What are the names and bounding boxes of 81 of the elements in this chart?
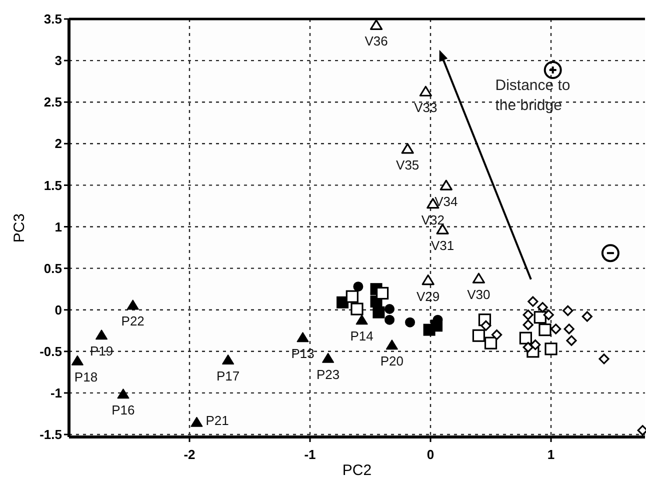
point [126, 300, 139, 310]
x-axis-title: PC2 [342, 462, 372, 479]
point [372, 306, 385, 318]
point [480, 320, 492, 331]
point [384, 314, 395, 325]
annotation: P14 [350, 328, 374, 344]
point [401, 143, 414, 154]
point [222, 354, 234, 365]
point [96, 330, 108, 340]
point [370, 19, 383, 30]
point [384, 304, 395, 314]
point [436, 224, 449, 234]
annotation: V35 [396, 157, 420, 172]
point [386, 340, 398, 350]
y-tick-label: 2 [54, 136, 62, 152]
y-axis-title: PC3 [11, 213, 28, 243]
y-tick-label: 0.5 [44, 260, 62, 276]
point [534, 311, 546, 324]
x-tick-label: -2 [184, 447, 196, 462]
point [484, 336, 498, 350]
annotation: P17 [216, 368, 240, 384]
y-tick-label: 3 [54, 53, 62, 68]
y-tick-label: 0 [54, 302, 62, 318]
point [405, 317, 416, 328]
annotation: P19 [90, 344, 114, 359]
annotation: V36 [364, 34, 388, 49]
point [71, 355, 84, 366]
annotation: P22 [121, 314, 144, 329]
x-tick-label: 1 [547, 447, 555, 462]
point [564, 324, 574, 334]
point [422, 274, 434, 286]
annotation: P18 [74, 369, 98, 384]
point [519, 332, 532, 344]
y-tick-label: -0.5 [40, 344, 62, 359]
y-tick-label: 3.5 [44, 12, 62, 27]
point [582, 311, 592, 322]
annotation: P23 [316, 366, 340, 382]
y-tick-label: -1.5 [40, 427, 62, 442]
annotation: P20 [380, 354, 404, 369]
point [440, 180, 452, 190]
point [522, 342, 534, 353]
annotation: V33 [414, 100, 438, 116]
y-tick-label: -1 [50, 386, 62, 401]
y-tick-label: 1.5 [44, 178, 62, 193]
point [346, 290, 358, 303]
annotation: P13 [291, 346, 314, 362]
x-tick-label: -1 [304, 447, 316, 462]
point [562, 305, 574, 316]
annotation: P16 [112, 402, 135, 418]
point [522, 310, 534, 320]
annotation: V32 [421, 212, 444, 228]
point [419, 86, 432, 96]
point [598, 354, 610, 364]
point [356, 314, 368, 325]
point [190, 416, 203, 427]
point [530, 339, 541, 350]
point [322, 352, 334, 363]
annotation: V29 [416, 288, 440, 304]
point [544, 342, 558, 356]
point [543, 310, 554, 320]
point [537, 302, 548, 313]
point [522, 320, 534, 330]
y-tick-label: 2.5 [44, 94, 62, 110]
point [491, 329, 502, 340]
annotation: V34 [434, 194, 458, 210]
point [353, 282, 364, 292]
point [350, 302, 364, 316]
point [550, 324, 562, 334]
x-tick-label: 0 [426, 447, 434, 462]
point [538, 324, 552, 336]
point [117, 388, 130, 399]
point [472, 272, 486, 284]
y-tick-label: 1 [54, 219, 62, 234]
point [296, 332, 309, 342]
point [376, 286, 389, 300]
annotation: V31 [430, 238, 454, 254]
point [528, 296, 538, 307]
point [472, 329, 486, 342]
annotation: V30 [467, 287, 490, 302]
point [566, 335, 577, 346]
annotation: P21 [206, 412, 229, 428]
